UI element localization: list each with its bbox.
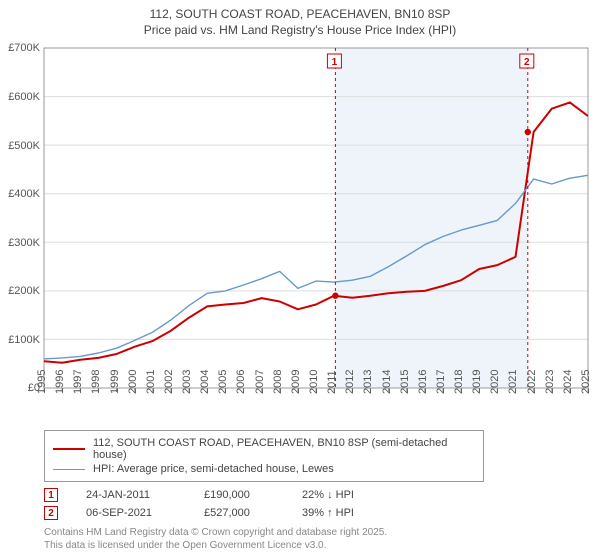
x-tick-label: 2019 (471, 370, 483, 394)
title-line-2: Price paid vs. HM Land Registry's House … (8, 22, 592, 38)
y-tick-label: £600K (8, 91, 40, 103)
marker-row: 2 06-SEP-2021 £527,000 39% ↑ HPI (44, 506, 592, 520)
title-line-1: 112, SOUTH COAST ROAD, PEACEHAVEN, BN10 … (8, 6, 592, 22)
svg-text:2: 2 (524, 57, 530, 68)
x-tick-label: 2005 (217, 370, 229, 394)
chart-svg: 12 (8, 44, 592, 424)
x-tick-label: 1995 (36, 370, 48, 394)
legend-box: 112, SOUTH COAST ROAD, PEACEHAVEN, BN10 … (44, 430, 484, 482)
legend-swatch-hpi (53, 469, 85, 470)
x-tick-label: 2008 (272, 370, 284, 394)
x-tick-label: 2012 (344, 370, 356, 394)
marker-diff: 22% ↓ HPI (302, 489, 392, 501)
legend-swatch-price (53, 448, 85, 450)
x-tick-label: 2001 (145, 370, 157, 394)
x-tick-label: 2004 (199, 370, 211, 394)
x-tick-label: 2021 (507, 370, 519, 394)
x-tick-label: 2009 (290, 370, 302, 394)
marker-badge: 1 (44, 488, 58, 502)
x-tick-label: 2016 (417, 370, 429, 394)
markers-table: 1 24-JAN-2011 £190,000 22% ↓ HPI 2 06-SE… (44, 488, 592, 520)
marker-date: 06-SEP-2021 (86, 507, 176, 519)
x-tick-label: 1997 (72, 370, 84, 394)
marker-badge: 2 (44, 506, 58, 520)
footer-line-1: Contains HM Land Registry data © Crown c… (44, 526, 592, 539)
marker-price: £190,000 (204, 489, 274, 501)
y-tick-label: £400K (8, 188, 40, 200)
y-tick-label: £500K (8, 140, 40, 152)
x-tick-label: 2010 (308, 370, 320, 394)
x-tick-label: 2003 (181, 370, 193, 394)
x-tick-label: 1998 (90, 370, 102, 394)
x-tick-label: 2024 (562, 370, 574, 394)
marker-price: £527,000 (204, 507, 274, 519)
x-tick-label: 2025 (580, 370, 592, 394)
chart-area: 12 £0£100K£200K£300K£400K£500K£600K£700K… (8, 44, 592, 424)
y-tick-label: £100K (8, 334, 40, 346)
y-tick-label: £700K (8, 42, 40, 54)
footer-line-2: This data is licensed under the Open Gov… (44, 539, 592, 552)
x-tick-label: 2007 (254, 370, 266, 394)
marker-diff: 39% ↑ HPI (302, 507, 392, 519)
legend-row: HPI: Average price, semi-detached house,… (53, 463, 475, 475)
x-tick-label: 1999 (109, 370, 121, 394)
x-tick-label: 2011 (326, 371, 338, 395)
x-tick-label: 2000 (127, 370, 139, 394)
x-tick-label: 2014 (381, 370, 393, 394)
x-tick-label: 2017 (435, 370, 447, 394)
x-tick-label: 2023 (544, 370, 556, 394)
x-tick-label: 2015 (399, 370, 411, 394)
x-tick-label: 2002 (163, 370, 175, 394)
x-tick-label: 2018 (453, 370, 465, 394)
footer-credits: Contains HM Land Registry data © Crown c… (44, 526, 592, 552)
marker-row: 1 24-JAN-2011 £190,000 22% ↓ HPI (44, 488, 592, 502)
y-tick-label: £200K (8, 285, 40, 297)
legend-label: 112, SOUTH COAST ROAD, PEACEHAVEN, BN10 … (93, 437, 475, 461)
legend-row: 112, SOUTH COAST ROAD, PEACEHAVEN, BN10 … (53, 437, 475, 461)
x-tick-label: 2006 (235, 370, 247, 394)
chart-container: 112, SOUTH COAST ROAD, PEACEHAVEN, BN10 … (0, 0, 600, 560)
x-tick-label: 2022 (526, 370, 538, 394)
chart-title: 112, SOUTH COAST ROAD, PEACEHAVEN, BN10 … (8, 6, 592, 38)
y-tick-label: £300K (8, 237, 40, 249)
legend-label: HPI: Average price, semi-detached house,… (93, 463, 334, 475)
marker-date: 24-JAN-2011 (86, 489, 176, 501)
x-tick-label: 2020 (489, 370, 501, 394)
svg-text:1: 1 (332, 57, 338, 68)
x-tick-label: 2013 (362, 370, 374, 394)
x-tick-label: 1996 (54, 370, 66, 394)
